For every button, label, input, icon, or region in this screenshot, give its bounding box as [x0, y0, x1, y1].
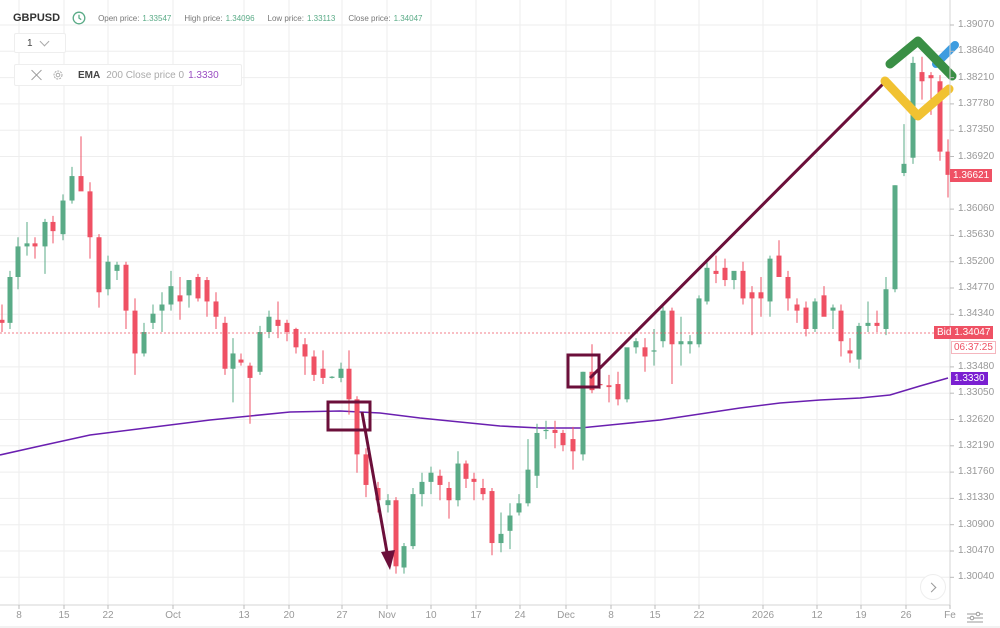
interval-value: 1: [27, 37, 33, 49]
y-axis-label: 1.37780: [958, 97, 995, 109]
chevron-right-icon: [926, 582, 937, 592]
ema-line: [0, 377, 949, 456]
open-value: 1.33547: [142, 13, 172, 23]
y-axis-label: 1.33480: [958, 360, 995, 372]
y-axis-label: 1.35200: [958, 255, 995, 267]
x-axis-label: Oct: [165, 610, 181, 621]
x-axis-label: Nov: [378, 610, 396, 621]
low-value: 1.33113: [306, 13, 336, 23]
indicator-value: 1.3330: [188, 69, 219, 81]
gear-icon[interactable]: [52, 69, 64, 81]
y-axis-label: 1.31760: [958, 466, 995, 478]
y-axis-ticks: [950, 24, 954, 578]
y-axis-label: 1.32620: [958, 413, 995, 425]
y-axis-label: 1.38640: [958, 45, 995, 57]
x-axis-label: 19: [855, 610, 867, 621]
indicator-name: EMA: [78, 69, 101, 81]
x-axis-ticks: [18, 605, 951, 609]
last-price-tag: 1.36621: [950, 169, 993, 182]
y-axis-label: 1.34340: [958, 308, 995, 320]
chevron-down-icon: [39, 36, 50, 46]
y-axis-label: 1.37350: [958, 124, 995, 136]
indicator-legend: EMA 200 Close price 0 1.3330: [14, 64, 242, 86]
x-axis-label: 2026: [751, 610, 775, 621]
annotations: [326, 80, 887, 570]
brand-logo-icon: [880, 36, 959, 121]
low-label: Low price:: [267, 13, 304, 23]
y-axis-label: 1.38210: [958, 71, 995, 83]
y-axis-label: 1.36060: [958, 203, 995, 215]
x-axis-label: 8: [608, 610, 614, 621]
chart-settings-icon[interactable]: [966, 610, 984, 624]
y-axis-label: 1.36920: [958, 150, 995, 162]
x-axis-label: 8: [16, 610, 22, 621]
ohlc-header: GBPUSD Open price: 1.33547 High price: 1…: [13, 11, 435, 25]
x-axis-label: 15: [649, 610, 661, 621]
bid-price-tag: Bid 1.34047: [934, 326, 994, 339]
interval-dropdown[interactable]: 1: [14, 33, 66, 53]
y-axis-label: 1.30470: [958, 545, 995, 556]
symbol-label[interactable]: GBPUSD: [13, 12, 61, 24]
x-axis-label: 13: [238, 610, 250, 621]
y-axis-label: 1.33050: [958, 387, 995, 399]
x-axis-label: 22: [693, 610, 705, 621]
x-axis-label: 24: [514, 610, 526, 621]
y-axis-label: 1.34770: [958, 282, 995, 293]
x-axis-label: 27: [336, 610, 348, 621]
chart-grid: [0, 0, 951, 605]
ema-price-tag: 1.3330: [951, 372, 988, 385]
close-icon[interactable]: [31, 69, 43, 81]
close-label: Close price:: [348, 13, 391, 23]
candlestick-series: [0, 56, 951, 574]
y-axis-label: 1.30900: [958, 518, 995, 530]
scroll-to-latest-button[interactable]: [920, 574, 946, 600]
indicator-params: 200 Close price 0: [106, 69, 185, 81]
x-axis-label: 12: [811, 610, 823, 621]
y-axis-label: 1.39070: [958, 19, 995, 30]
x-axis-label: 10: [425, 610, 437, 621]
y-axis-label: 1.30040: [958, 571, 995, 583]
clock-icon[interactable]: [72, 11, 86, 25]
x-axis-label: 15: [58, 610, 70, 621]
y-axis-label: 1.31330: [958, 492, 995, 504]
x-axis-label: 26: [900, 610, 912, 621]
x-axis-label: 17: [470, 610, 482, 621]
y-axis-label: 1.35630: [958, 229, 995, 241]
close-value: 1.34047: [393, 13, 423, 23]
x-axis-label: 20: [283, 610, 295, 621]
x-axis-label: 22: [102, 610, 114, 621]
x-axis-label: Fe: [944, 610, 956, 621]
countdown-tag: 06:37:25: [951, 341, 996, 354]
y-axis-label: 1.32190: [958, 439, 995, 451]
high-label: High price:: [184, 13, 223, 23]
open-label: Open price:: [98, 13, 140, 23]
x-axis-label: Dec: [557, 610, 575, 621]
high-value: 1.34096: [225, 13, 255, 23]
